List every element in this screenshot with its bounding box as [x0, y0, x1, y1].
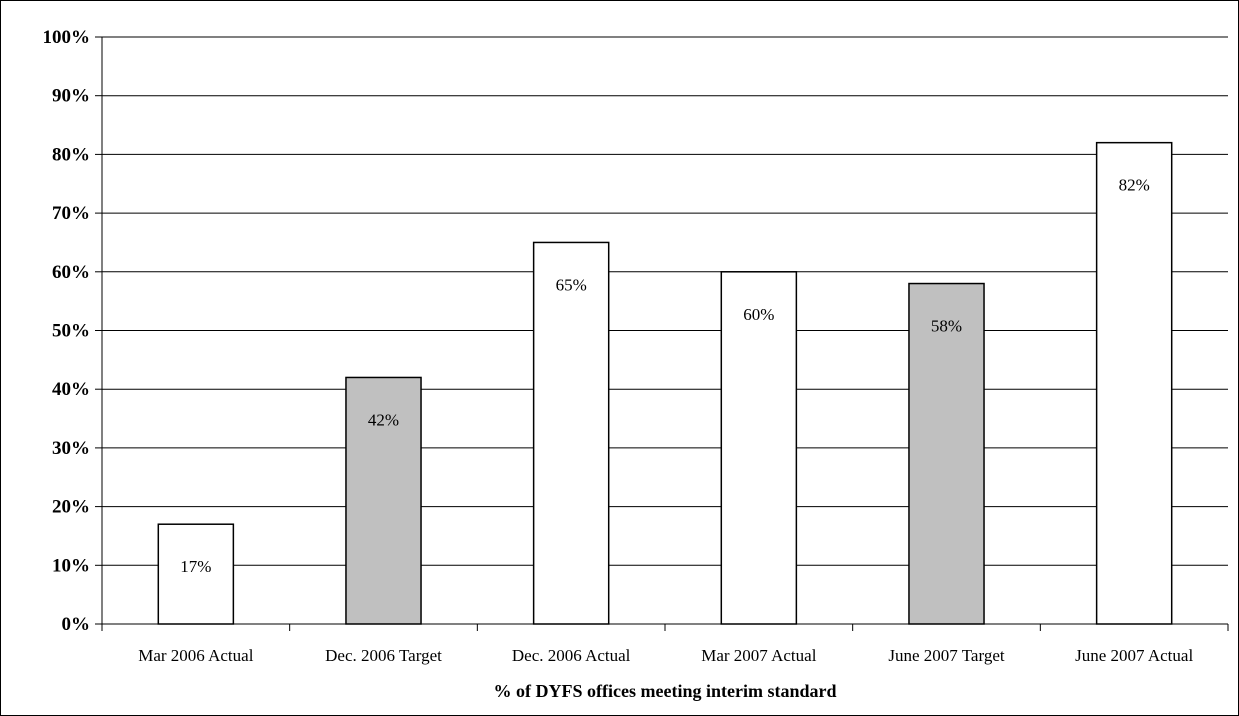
y-tick-label: 70% — [52, 203, 90, 224]
x-tick-label: Mar 2007 Actual — [701, 646, 816, 665]
x-tick-label: Mar 2006 Actual — [138, 646, 253, 665]
data-label: 65% — [556, 275, 587, 294]
data-label: 17% — [180, 557, 211, 576]
y-tick-label: 20% — [52, 497, 90, 518]
y-tick-label: 50% — [52, 321, 90, 342]
x-tick-label: Dec. 2006 Actual — [512, 646, 631, 665]
y-tick-label: 80% — [52, 144, 90, 165]
y-tick-label: 100% — [43, 27, 91, 48]
y-tick-label: 40% — [52, 379, 90, 400]
bar — [532, 241, 610, 625]
data-label: 60% — [743, 305, 774, 324]
bars: 17% 42% 65% 60% 58% 82% — [157, 141, 1173, 625]
y-tick-label: 30% — [52, 438, 90, 459]
x-tick-label: June 2007 Target — [888, 646, 1004, 665]
x-axis-title: % of DYFS offices meeting interim standa… — [494, 681, 837, 701]
bar — [1095, 141, 1173, 625]
y-tick-label: 10% — [52, 555, 90, 576]
y-tick-label: 90% — [52, 86, 90, 107]
data-label: 42% — [368, 410, 399, 429]
data-label: 82% — [1119, 176, 1150, 195]
x-tick-label: Dec. 2006 Target — [325, 646, 442, 665]
x-axis: Mar 2006 Actual Dec. 2006 Target Dec. 2006… — [101, 623, 1229, 665]
y-axis-ticks: 0% 10% 20% 30% 40% 50% 60% 70% 80% 90% 100% — [43, 27, 103, 635]
bar — [908, 282, 985, 625]
bar — [157, 523, 235, 625]
bar — [345, 376, 422, 625]
y-tick-label: 60% — [52, 262, 90, 283]
x-tick-label: June 2007 Actual — [1075, 646, 1193, 665]
bar — [720, 271, 798, 625]
data-label: 58% — [931, 317, 962, 336]
y-tick-label: 0% — [62, 614, 91, 635]
